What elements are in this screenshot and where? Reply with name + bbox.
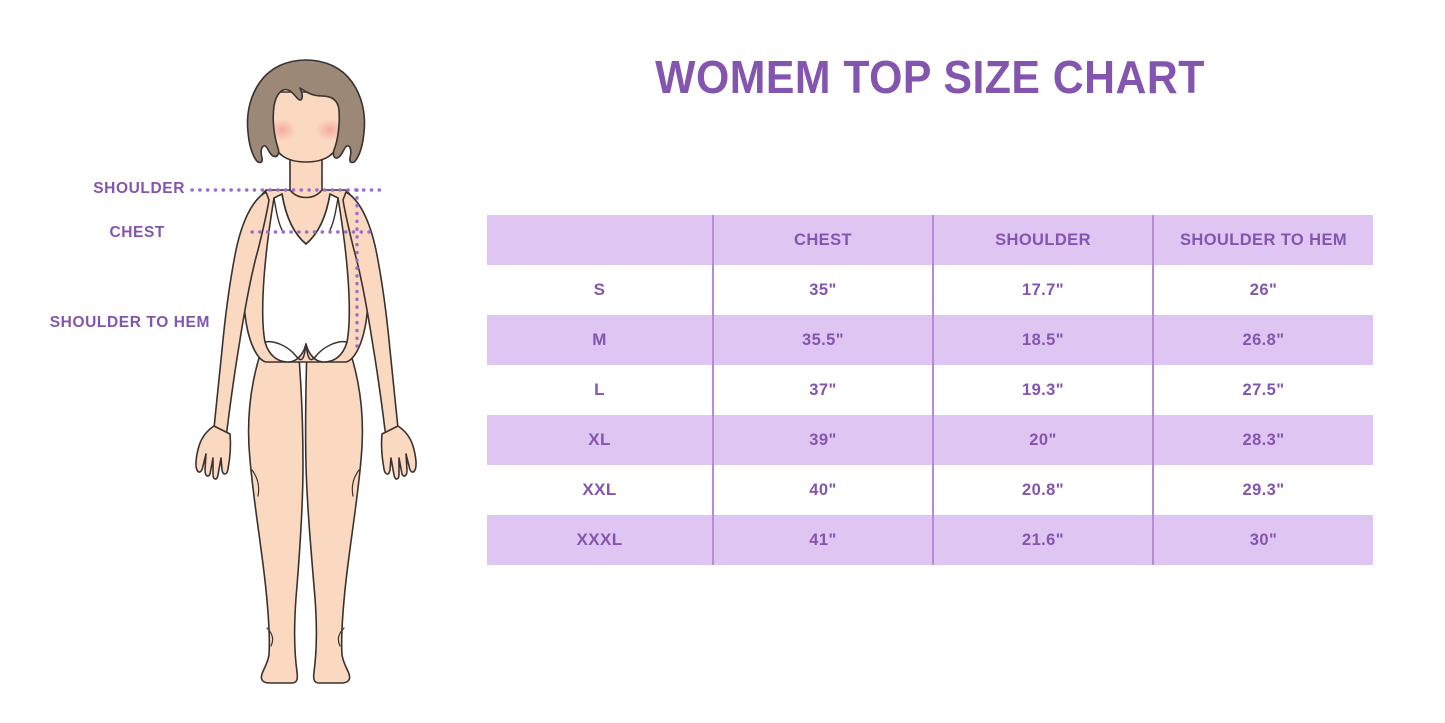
table-body: S 35" 17.7" 26" M 35.5" 18.5" 26.8" L 37" 19.3" 27.… <box>487 265 1373 565</box>
table-header-row: CHEST SHOULDER SHOULDER TO HEM <box>487 215 1373 265</box>
cell-chest: 35" <box>712 265 933 315</box>
cell-size: L <box>487 365 713 415</box>
cell-shoulder-to-hem: 27.5" <box>1152 365 1373 415</box>
garment-neckline <box>281 193 331 245</box>
measurement-label-chest: CHEST <box>109 224 165 241</box>
cell-shoulder-to-hem: 26.8" <box>1152 315 1373 365</box>
table-header: CHEST SHOULDER SHOULDER TO HEM <box>487 215 1373 265</box>
body-figure-illustration <box>170 50 440 690</box>
column-header-size <box>487 215 713 265</box>
ankle-right-hint <box>337 627 345 647</box>
cell-chest: 41" <box>712 515 933 565</box>
table-row: XXXL 41" 21.6" 30" <box>487 515 1373 565</box>
leg-left <box>247 339 304 684</box>
knee-right-hint <box>351 469 360 497</box>
woman-figure-svg <box>190 59 417 684</box>
cell-chest: 35.5" <box>712 315 933 365</box>
measurement-label-shoulder-to-hem: SHOULDER TO HEM <box>49 314 210 331</box>
hand-right <box>380 425 417 480</box>
strap-right <box>329 197 339 231</box>
cell-shoulder-to-hem: 26" <box>1152 265 1373 315</box>
cell-size: S <box>487 265 713 315</box>
cell-size: XXL <box>487 465 713 515</box>
hair <box>246 59 366 164</box>
cell-shoulder: 17.7" <box>932 265 1153 315</box>
cell-shoulder-to-hem: 28.3" <box>1152 415 1373 465</box>
table-row: M 35.5" 18.5" 26.8" <box>487 315 1373 365</box>
cell-size: XL <box>487 415 713 465</box>
ankle-left-hint <box>266 627 274 647</box>
cell-shoulder-to-hem: 29.3" <box>1152 465 1373 515</box>
table-row: L 37" 19.3" 27.5" <box>487 365 1373 415</box>
cell-shoulder: 18.5" <box>932 315 1153 365</box>
cell-shoulder: 20.8" <box>932 465 1153 515</box>
column-header-shoulder-to-hem: SHOULDER TO HEM <box>1152 215 1373 265</box>
cell-shoulder: 21.6" <box>932 515 1153 565</box>
cell-chest: 39" <box>712 415 933 465</box>
cell-size: M <box>487 315 713 365</box>
leg-right <box>304 339 364 684</box>
table-row: S 35" 17.7" 26" <box>487 265 1373 315</box>
strap-left <box>273 197 283 231</box>
cell-shoulder: 20" <box>932 415 1153 465</box>
cell-chest: 37" <box>712 365 933 415</box>
measurement-label-shoulder: SHOULDER <box>93 180 185 197</box>
column-header-chest: CHEST <box>712 215 933 265</box>
size-chart-table: CHEST SHOULDER SHOULDER TO HEM S 35" 17.7"… <box>487 215 1373 565</box>
cell-chest: 40" <box>712 465 933 515</box>
hand-left <box>195 425 232 480</box>
cell-size: XXXL <box>487 515 713 565</box>
column-header-shoulder: SHOULDER <box>932 215 1153 265</box>
table-row: XXL 40" 20.8" 29.3" <box>487 465 1373 515</box>
page-title: WOMEM TOP SIZE CHART <box>655 51 1205 103</box>
blush-right <box>316 119 344 141</box>
garment-leg-opening-left <box>264 340 307 361</box>
cell-shoulder-to-hem: 30" <box>1152 515 1373 565</box>
table-row: XL 39" 20" 28.3" <box>487 415 1373 465</box>
cell-shoulder: 19.3" <box>932 365 1153 415</box>
knee-left-hint <box>251 469 260 497</box>
garment-leg-opening-right <box>305 340 348 361</box>
